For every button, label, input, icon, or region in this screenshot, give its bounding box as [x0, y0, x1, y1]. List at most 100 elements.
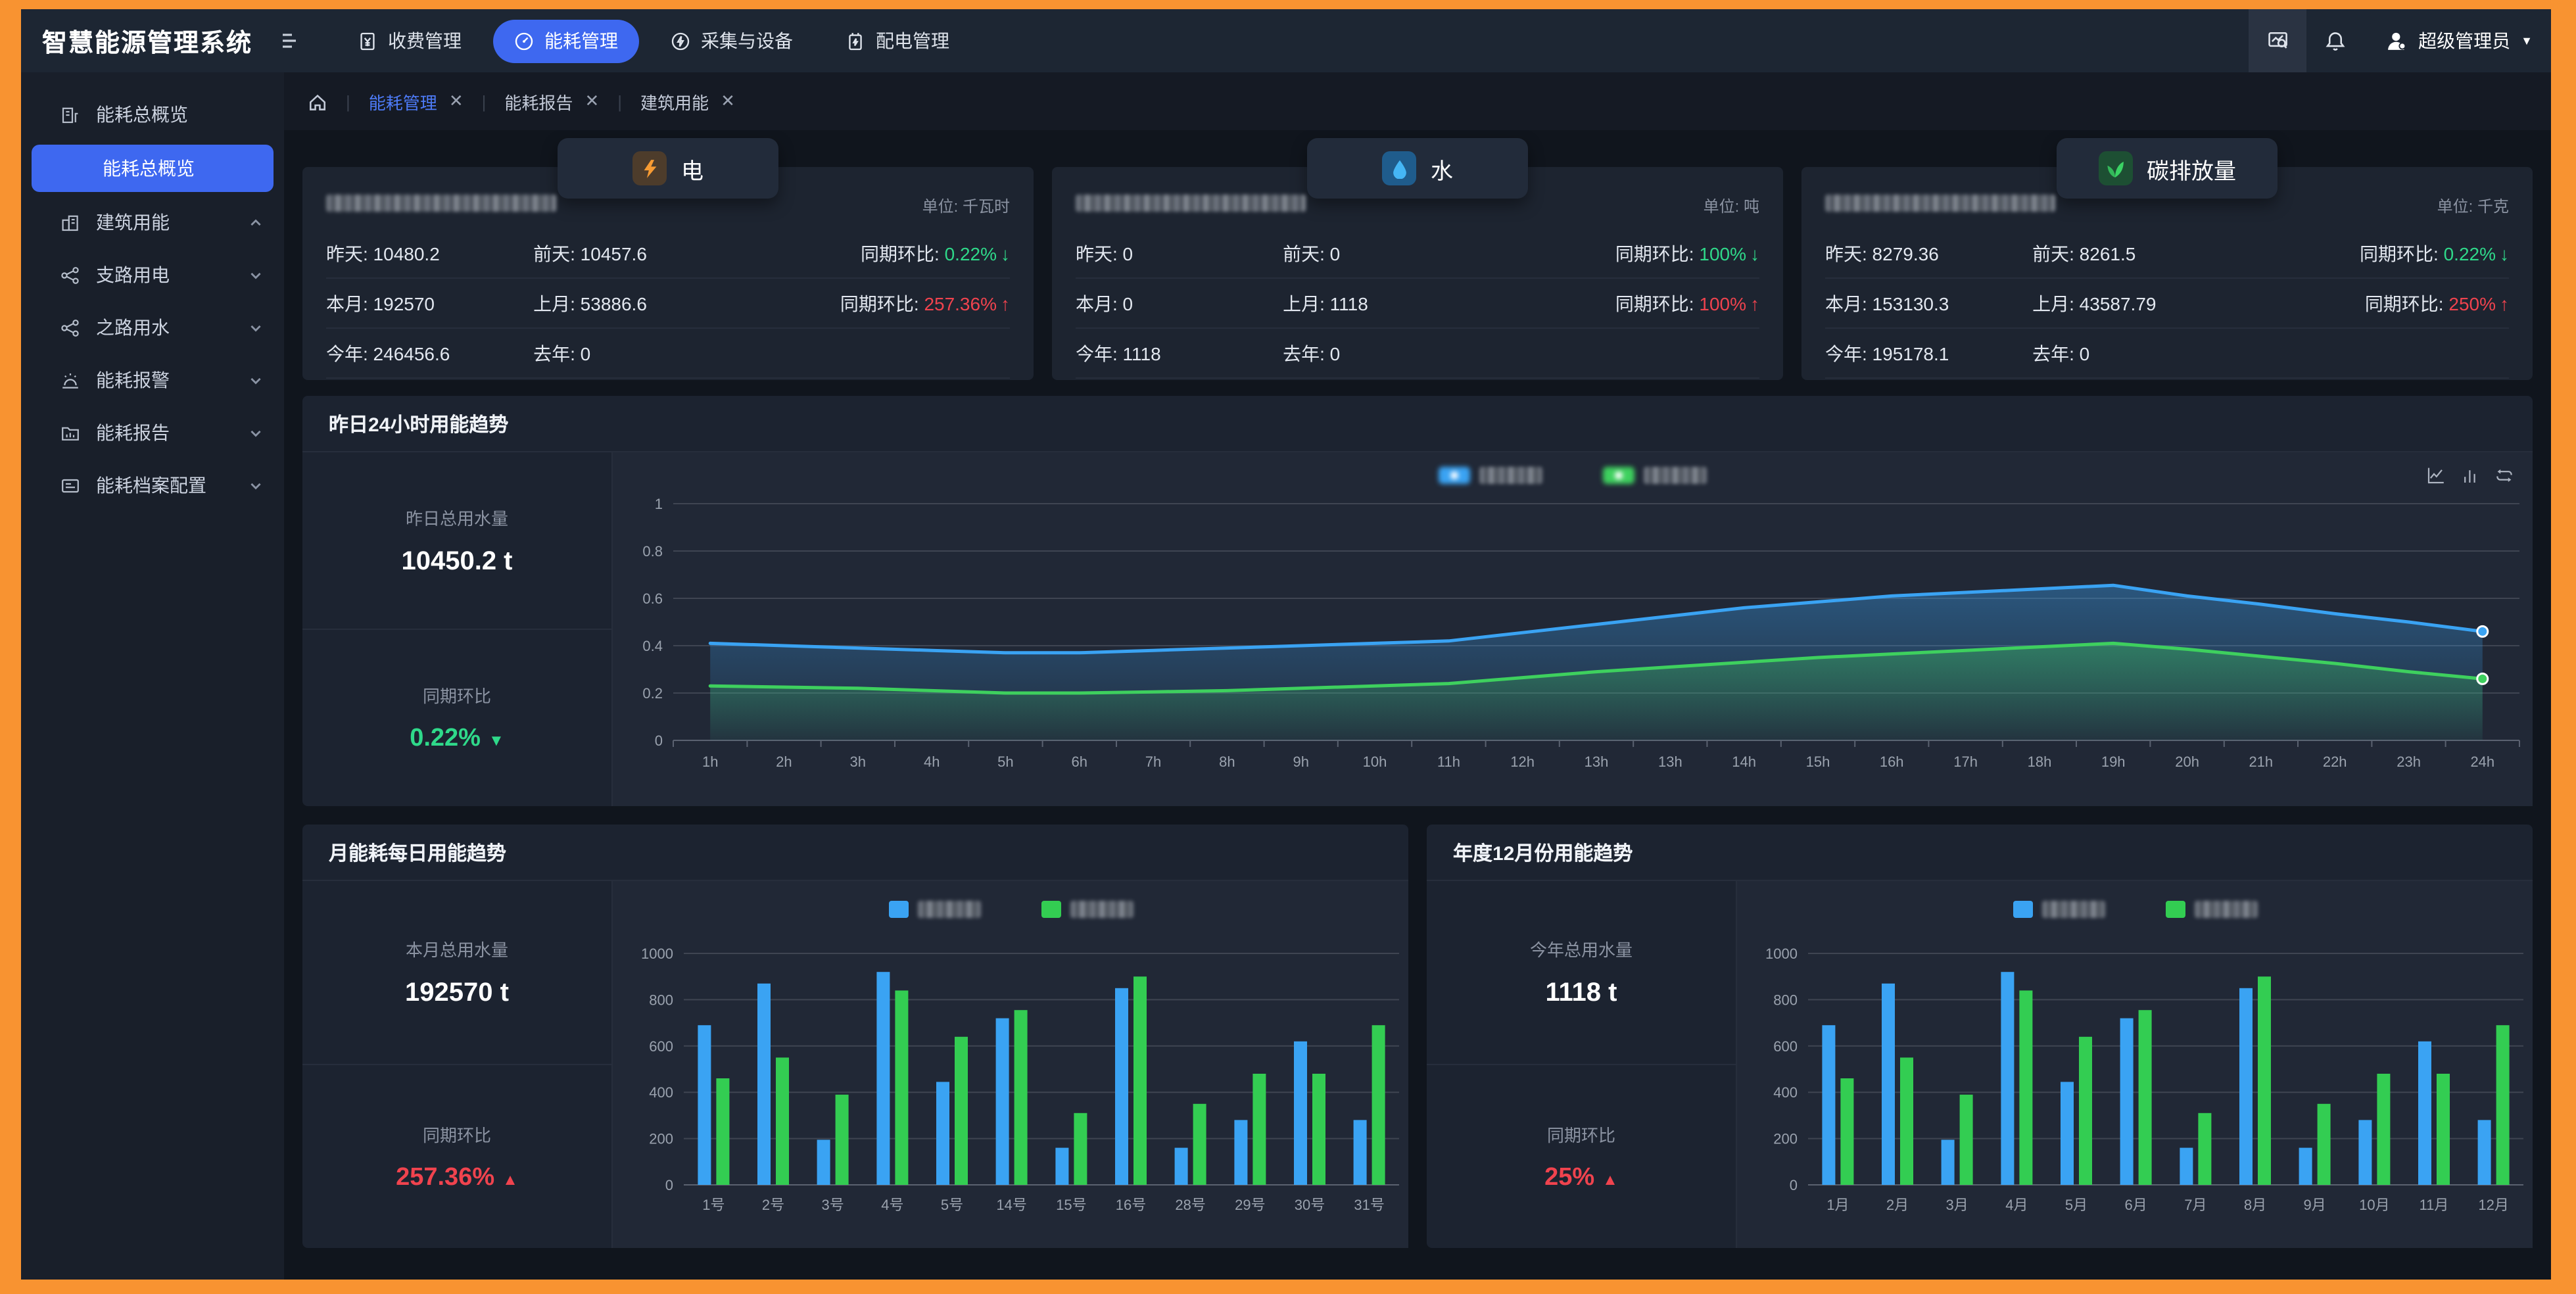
masked-legend-label — [1070, 901, 1133, 918]
svg-text:200: 200 — [1773, 1131, 1798, 1147]
user-menu[interactable]: 超级管理员 ▼ — [2385, 28, 2533, 54]
year-bar-chart[interactable]: 0 200 400 600 800 1000 1月 2月 3月 4月 5月 6月 7月 8月 9月 10月 11… — [1737, 881, 2533, 1248]
panel-title: 年度12月份用能趋势 — [1427, 825, 2533, 881]
tab-building-energy[interactable]: 建筑用能 ✕ — [640, 89, 735, 114]
overview-icon — [60, 105, 80, 124]
svg-text:4月: 4月 — [2005, 1197, 2028, 1213]
nav-item-label: 收费管理 — [388, 30, 462, 51]
panel-24h-info: 昨日总用水量 10450.2 t 同期环比 0.22% ▼ — [302, 452, 613, 806]
stat-rows: 昨天: 0 前天: 0 同期环比: 100% ↓ 本月: 0 上月: 1118 同期环比: … — [1076, 229, 1759, 379]
monitor-chart-icon[interactable] — [2249, 9, 2307, 72]
legend-item[interactable] — [2013, 901, 2105, 918]
main-content: 电单位: 千瓦时 昨天: 10480.2 前天: 10457.6 同期环比: 0.22… — [284, 130, 2551, 1280]
nav-item-label: 配电管理 — [876, 30, 950, 51]
sidebar-item-branch-electricity[interactable]: 支路用电 — [21, 249, 284, 301]
stat-field: 昨天: 0 — [1076, 243, 1133, 264]
info-cell: 本月总用水量 192570 t — [302, 881, 611, 1064]
tab-close-icon[interactable]: ✕ — [721, 91, 735, 110]
tab-energy-management[interactable]: 能耗管理 ✕ — [369, 89, 464, 114]
menu-collapse-icon[interactable] — [281, 32, 302, 50]
line-chart[interactable]: 0 0.2 0.4 0.6 0.8 1 1h 2h 3h 4h 5h 6h 7h 8h 9h 10h 11h 12… — [613, 452, 2533, 806]
bar-chart-icon[interactable] — [2460, 466, 2480, 485]
sidebar-item-energy-report[interactable]: 能耗报告 — [21, 406, 284, 459]
svg-text:1h: 1h — [702, 754, 718, 770]
legend-marker-icon — [2013, 901, 2032, 918]
restore-icon[interactable] — [2494, 466, 2514, 485]
tab-close-icon[interactable]: ✕ — [448, 91, 464, 110]
stat-field: 前天: 10457.6 — [533, 243, 647, 264]
nav-item-fee-management[interactable]: 收费管理 — [337, 19, 483, 62]
building-icon — [60, 212, 80, 232]
svg-text:10月: 10月 — [2359, 1197, 2389, 1213]
legend-marker-icon — [2165, 901, 2185, 918]
legend-item[interactable] — [1603, 467, 1707, 484]
bell-icon[interactable] — [2306, 9, 2364, 72]
stat-field-同期环比: 同期环比: 250% ↑ — [2364, 293, 2509, 314]
legend-item[interactable] — [888, 901, 980, 918]
nav-item-collection-devices[interactable]: 采集与设备 — [650, 19, 814, 62]
stat-field: 今年: 246456.6 — [326, 343, 450, 364]
nav-item-power-distribution[interactable]: 配电管理 — [824, 19, 970, 62]
stat-field: 前天: 0 — [1283, 243, 1341, 264]
tab-close-icon[interactable]: ✕ — [584, 91, 600, 110]
sidebar-item-branch-water[interactable]: 之路用水 — [21, 301, 284, 354]
sidebar-item-building-energy[interactable]: 建筑用能 — [21, 196, 284, 249]
masked-legend-label — [2194, 901, 2257, 918]
sidebar-item-energy-archive-config[interactable]: 能耗档案配置 — [21, 459, 284, 512]
svg-text:400: 400 — [649, 1084, 673, 1101]
panel-24h-trend: 昨日24小时用能趋势 昨日总用水量 10450.2 t 同期环比 0.22% ▼ — [302, 396, 2533, 806]
svg-text:9h: 9h — [1293, 754, 1309, 770]
svg-text:8h: 8h — [1219, 754, 1235, 770]
svg-text:0: 0 — [665, 1177, 673, 1193]
svg-text:5h: 5h — [997, 754, 1013, 770]
svg-text:0.6: 0.6 — [642, 590, 663, 607]
svg-text:22h: 22h — [2323, 754, 2347, 770]
svg-text:28号: 28号 — [1175, 1197, 1205, 1213]
svg-text:30号: 30号 — [1295, 1197, 1325, 1213]
sidebar-item-label: 能耗报告 — [96, 422, 170, 443]
sidebar-item-energy-alarm[interactable]: 能耗报警 — [21, 354, 284, 406]
home-icon[interactable] — [308, 91, 327, 111]
svg-text:800: 800 — [649, 992, 673, 1008]
info-percent: 0.22% ▼ — [410, 725, 504, 752]
tab-energy-report[interactable]: 能耗报告 ✕ — [504, 89, 599, 114]
info-cell: 同期环比 0.22% ▼ — [302, 629, 611, 806]
stat-row: 本月: 192570 上月: 53886.6 同期环比: 257.36% ↑ — [326, 279, 1010, 329]
tab-separator: | — [481, 91, 487, 111]
svg-text:13h: 13h — [1658, 754, 1682, 770]
svg-text:23h: 23h — [2397, 754, 2421, 770]
svg-text:7h: 7h — [1145, 754, 1161, 770]
panel-title: 昨日24小时用能趋势 — [302, 396, 2533, 452]
electricity-icon — [632, 151, 667, 185]
stat-field-同期环比: 同期环比: 100% ↓ — [1615, 243, 1759, 264]
nav-item-energy-management[interactable]: 能耗管理 — [493, 19, 640, 62]
legend-item[interactable] — [1041, 901, 1133, 918]
legend-item[interactable] — [2165, 901, 2257, 918]
bar-chart-canvas[interactable]: 0 200 400 600 800 1000 1号 2号 3号 4号 5号 14号 15号 16号 28号 2… — [621, 935, 1410, 1237]
line-chart-icon[interactable] — [2426, 466, 2446, 485]
stat-field-同期环比: 同期环比: 0.22% ↓ — [2360, 243, 2509, 264]
bar-chart-canvas[interactable]: 0 200 400 600 800 1000 1月 2月 3月 4月 5月 6月 7月 8月 9月 10月 11… — [1745, 935, 2534, 1237]
svg-text:19h: 19h — [2101, 754, 2126, 770]
svg-text:3月: 3月 — [1945, 1197, 1968, 1213]
stat-card-header: 电 — [558, 138, 778, 199]
svg-text:0.2: 0.2 — [642, 685, 663, 702]
stat-row: 昨天: 0 前天: 0 同期环比: 100% ↓ — [1076, 229, 1759, 279]
legend-item[interactable] — [1439, 467, 1542, 484]
branch-icon — [60, 318, 80, 337]
sidebar-subitem-energy-overview[interactable]: 能耗总概览 — [32, 145, 274, 192]
legend-marker-icon — [1439, 467, 1470, 484]
svg-text:4号: 4号 — [881, 1197, 903, 1213]
svg-text:24h: 24h — [2470, 754, 2494, 770]
month-bar-chart[interactable]: 0 200 400 600 800 1000 1号 2号 3号 4号 5号 14号 15号 16号 28号 2… — [613, 881, 1408, 1248]
svg-text:12h: 12h — [1510, 754, 1535, 770]
sidebar-item-energy-overview-group[interactable]: 能耗总概览 — [21, 88, 284, 141]
info-label: 今年总用水量 — [1529, 940, 1633, 960]
chart-legend — [613, 901, 1408, 918]
svg-text:0.8: 0.8 — [642, 543, 663, 560]
sidebar-item-label: 能耗报警 — [96, 370, 170, 391]
stat-field: 上月: 43587.79 — [2032, 293, 2157, 314]
nav-item-label: 采集与设备 — [701, 30, 794, 51]
panel-month-trend: 月能耗每日用能趋势 本月总用水量 192570 t 同期环比 257.36% ▲ 0 20… — [302, 825, 1408, 1248]
